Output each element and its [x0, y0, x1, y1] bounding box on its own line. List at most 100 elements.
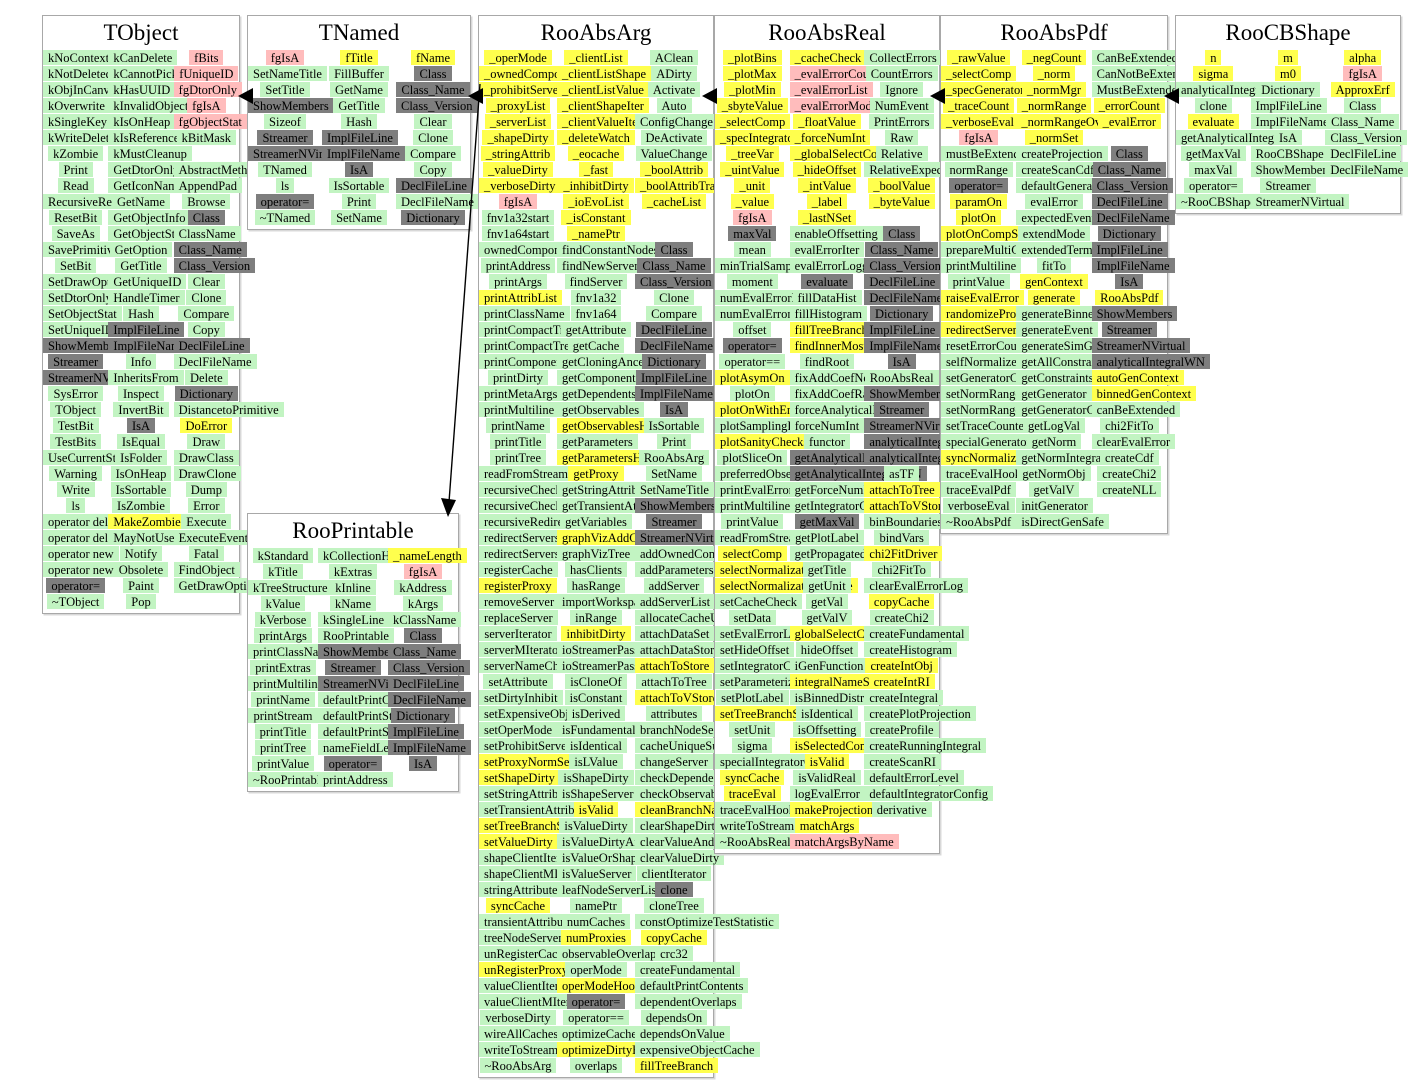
member-cell: IsA [1251, 129, 1326, 145]
member-label: addServer [643, 578, 705, 593]
member-label: Compare [646, 306, 702, 321]
member-cell: kInvalidObject [108, 97, 194, 113]
member-cell: printClassName [248, 643, 339, 659]
member-cell: graphVizTree [557, 545, 636, 561]
member-label: Class_Version [388, 660, 470, 675]
member-label: DeclFileLine [636, 322, 712, 337]
member-label: _fast [578, 162, 614, 177]
member-label: kIsOnHeap [108, 114, 176, 129]
member-cell: _errorCount [1092, 97, 1167, 113]
member-cell: PrintErrors [864, 113, 939, 129]
member-cell: selectNormalizationRange [715, 577, 858, 593]
member-label: analyticalIntegral [864, 434, 962, 449]
member-cell: SetNameTitle [248, 65, 327, 81]
member-label: createScanRI [864, 754, 941, 769]
member-label: HandleTimer [108, 290, 185, 305]
member-cell: prepareMultiGen [941, 241, 1038, 257]
member-label: binBoundaries [864, 514, 948, 529]
member-label: SysError [48, 386, 103, 401]
member-cell: DeclFileName [1325, 161, 1409, 177]
member-cell: setUnit [715, 721, 790, 737]
member-cell: _evalErrorCount [789, 65, 884, 81]
member-label: _shapeDirty [482, 130, 554, 145]
member-cell: getAnalyticalIntegral [1176, 129, 1293, 145]
member-label: TObject [50, 402, 102, 417]
member-cell: fnv1a64start [479, 225, 557, 241]
member-label: setHideOffset [715, 642, 795, 657]
member-cell: createChi2 [1092, 465, 1167, 481]
member-label: minTrialSamples [715, 258, 811, 273]
member-cell: printExtras [248, 659, 318, 675]
member-label: ~RooAbsArg [479, 1058, 557, 1073]
member-column: _nameLength fgIsA kAddress kArgs kClassName C… [388, 547, 471, 787]
member-label: fgIsA [959, 130, 998, 145]
member-cell: Class [174, 209, 239, 225]
member-cell: randomizeProtoOrder [941, 305, 1060, 321]
member-label: getConstraints [1016, 370, 1099, 385]
member-cell: IsOnHeap [108, 465, 173, 481]
member-cell: printName [248, 691, 318, 707]
member-cell: mustBeExtended [941, 145, 1037, 161]
member-cell: minTrialSamples [715, 257, 811, 273]
member-cell: operator= [941, 177, 1016, 193]
member-label: setProxyNormSet [479, 754, 578, 769]
member-cell: DeclFileLine [1325, 145, 1402, 161]
member-label: operator= [323, 756, 383, 771]
member-label: chi2FitDriver [864, 546, 943, 561]
member-label: _selectComp [715, 114, 791, 129]
class-box-roocbshape: RooCBShape n sigma analyticalIntegral clone e… [1175, 15, 1409, 214]
member-cell: kValue [248, 595, 318, 611]
member-cell: getForceNumInt [789, 481, 883, 497]
member-cell: ls [248, 177, 322, 193]
member-label: DeActivate [640, 130, 708, 145]
member-cell: isValueDirtyAndClear [557, 833, 679, 849]
member-cell: ~RooPrintable [248, 771, 331, 787]
member-label: Clone [654, 290, 694, 305]
member-label: dependsOnValue [635, 1026, 730, 1041]
member-cell: _specIntegratorConfig [715, 129, 838, 145]
member-cell: fBits [174, 49, 239, 65]
member-label: _intValue [798, 178, 856, 193]
class-title: RooPrintable [292, 518, 414, 543]
member-label: ls [66, 498, 85, 513]
member-cell: plotSanityChecks [715, 433, 814, 449]
member-cell: kOverwrite [43, 97, 110, 113]
member-label: observableOverlaps [557, 946, 667, 961]
member-label: getObservablesHook [557, 418, 672, 433]
member-label: RooPrintable [318, 628, 394, 643]
member-label: getNormIntegral [1016, 450, 1110, 465]
class-title: RooAbsArg [540, 20, 652, 45]
member-label: getValV [801, 610, 853, 625]
member-label: Class_Version [1091, 178, 1174, 193]
member-cell: Browse [174, 193, 239, 209]
member-cell: chi2FitTo [864, 561, 939, 577]
member-label: IsSortable [110, 482, 172, 497]
member-cell: operator= [1176, 177, 1251, 193]
member-label: isValueDirty [559, 818, 633, 833]
member-label: Dictionary [174, 386, 239, 401]
member-cell: observableOverlaps [557, 945, 667, 961]
member-label: ~RooPrintable [248, 772, 331, 787]
member-cell: Compare [396, 145, 470, 161]
member-cell: DrawClone [173, 465, 242, 481]
member-cell: Delete [174, 369, 239, 385]
member-label: printMultiline [715, 498, 796, 513]
member-label: Inspect [117, 386, 165, 401]
member-label: setNormRange [941, 386, 1026, 401]
member-cell: ShowMembers [318, 643, 404, 659]
member-cell: Class [1325, 97, 1400, 113]
member-label: inRange [570, 610, 622, 625]
member-label: traceEvalHook [941, 466, 1026, 481]
member-cell: ImplFileName [388, 739, 471, 755]
member-label: getVal [806, 594, 848, 609]
member-cell: copyCache [635, 929, 713, 945]
member-cell: GetName [108, 193, 173, 209]
member-label: CanBeExtended [1091, 50, 1183, 65]
member-cell: Activate [635, 81, 713, 97]
member-label: isShapeDirty [558, 770, 634, 785]
member-columns: _plotBins _plotMax _plotMin _sbyteValue _sel… [715, 49, 994, 849]
member-label: functor [803, 434, 851, 449]
member-label: clearShapeDirty [635, 818, 727, 833]
member-cell: fUniqueID [174, 65, 239, 81]
member-cell: isValueDirty [557, 817, 635, 833]
